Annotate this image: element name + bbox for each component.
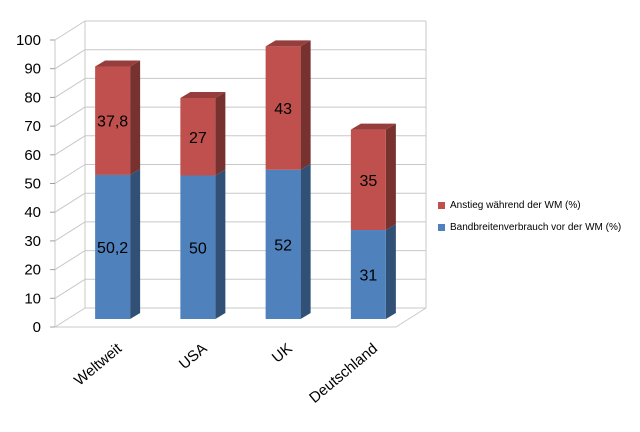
bar-side-2-0 — [300, 163, 311, 319]
side-gridline-1 — [54, 278, 86, 299]
y-tick-label-0: 0 — [33, 319, 41, 336]
legend-item-increase: Anstieg während der WM (%) — [438, 194, 621, 216]
y-tick-label-1: 10 — [24, 290, 41, 307]
side-gridline-5 — [54, 164, 86, 184]
data-label-1-0: 50 — [189, 240, 207, 257]
side-gridline-9 — [54, 49, 86, 70]
bar-side-3-0 — [385, 224, 396, 319]
side-gridline-10 — [54, 20, 86, 41]
data-label-2-0: 52 — [274, 237, 292, 254]
bar-3-0 — [350, 230, 386, 319]
bar-2-1 — [265, 46, 301, 170]
side-gridline-0 — [54, 307, 86, 328]
legend-swatch-bandwidth — [438, 223, 445, 231]
x-category-label-3: Deutschland — [306, 340, 381, 407]
x-category-label-0: Weltweit — [71, 340, 126, 390]
legend-item-bandwidth: Bandbreitenverbrauch vor der WM (%) — [438, 216, 621, 238]
data-label-3-0: 31 — [359, 268, 377, 285]
floor-right-edge — [395, 307, 427, 328]
bar-side-0-1 — [130, 60, 141, 175]
data-label-3-1: 35 — [359, 173, 377, 190]
bar-top-0-1 — [95, 60, 141, 67]
bar-side-3-1 — [385, 123, 396, 231]
data-label-1-1: 27 — [189, 130, 207, 147]
bar-side-1-1 — [215, 92, 226, 176]
bar-side-1-0 — [215, 169, 226, 319]
bar-0-0 — [95, 174, 131, 319]
bar-side-2-1 — [300, 40, 311, 170]
side-gridline-8 — [54, 77, 86, 98]
side-gridline-2 — [54, 250, 86, 271]
legend-label-increase: Anstieg während der WM (%) — [450, 199, 581, 211]
data-label-0-1: 37,8 — [97, 114, 128, 131]
y-tick-label-5: 50 — [24, 176, 41, 193]
bar-0-1 — [95, 66, 131, 175]
y-tick-label-4: 40 — [24, 204, 41, 221]
bar-top-2-1 — [265, 40, 311, 47]
y-tick-label-10: 100 — [16, 32, 41, 49]
bar-top-1-1 — [180, 92, 226, 99]
y-tick-label-2: 20 — [24, 262, 41, 279]
bar-2-0 — [265, 169, 301, 319]
y-tick-label-8: 80 — [24, 89, 41, 106]
bar-top-3-1 — [350, 123, 396, 130]
bar-1-1 — [180, 98, 216, 176]
y-tick-label-9: 90 — [24, 61, 41, 78]
side-gridline-3 — [54, 221, 86, 242]
y-tick-label-6: 60 — [24, 147, 41, 164]
y-tick-label-3: 30 — [24, 233, 41, 250]
side-gridline-6 — [54, 135, 86, 156]
bar-side-0-0 — [130, 168, 141, 319]
bar-1-0 — [180, 175, 216, 319]
side-gridline-7 — [54, 106, 86, 127]
x-category-label-2: UK — [269, 340, 296, 366]
data-label-2-1: 43 — [274, 101, 292, 118]
legend: Anstieg während der WM (%) Bandbreitenve… — [438, 194, 621, 238]
data-label-0-0: 50,2 — [97, 240, 128, 257]
side-gridline-4 — [54, 192, 86, 213]
x-category-label-1: USA — [176, 340, 211, 373]
y-tick-label-7: 70 — [24, 118, 41, 135]
legend-swatch-increase — [438, 201, 445, 209]
legend-label-bandwidth: Bandbreitenverbrauch vor der WM (%) — [450, 221, 622, 233]
bar-3-1 — [350, 129, 386, 231]
